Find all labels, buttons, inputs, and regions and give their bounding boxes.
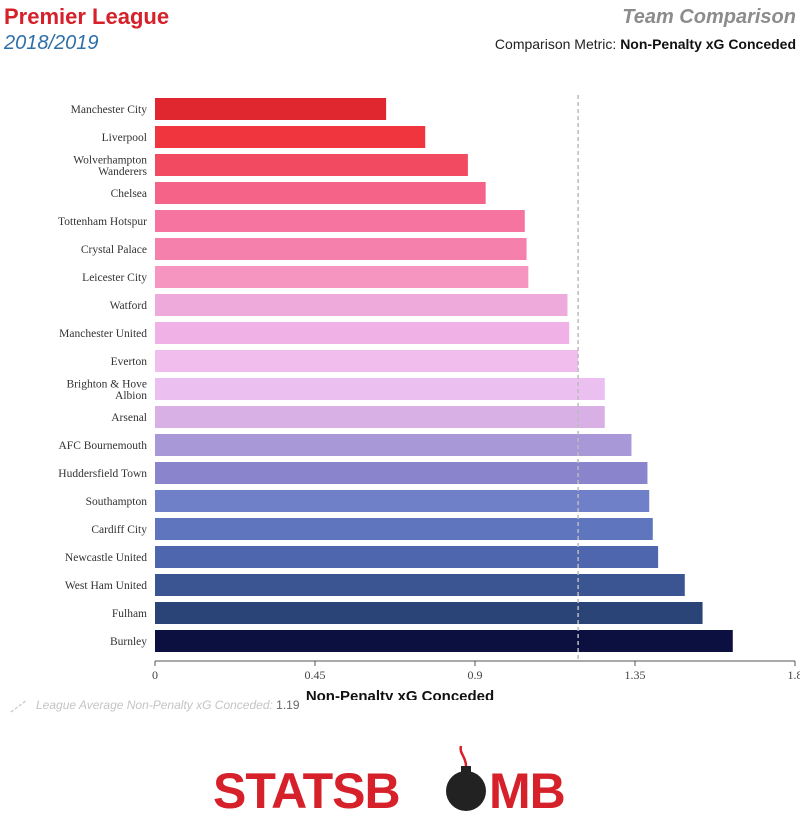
bar-17 xyxy=(155,574,685,596)
team-label: Burnley xyxy=(110,636,147,648)
league-average-value: 1.19 xyxy=(276,698,300,712)
team-label: Everton xyxy=(111,356,148,368)
bar-12 xyxy=(155,434,632,456)
bar-6 xyxy=(155,266,529,288)
bars-group xyxy=(155,98,733,652)
team-label: Manchester City xyxy=(71,104,148,116)
bar-16 xyxy=(155,546,659,568)
bar-9 xyxy=(155,350,579,372)
team-label-line: Chelsea xyxy=(111,188,147,200)
bar-11 xyxy=(155,406,605,428)
bar-4 xyxy=(155,210,525,232)
team-label: Leicester City xyxy=(82,272,147,284)
bar-1 xyxy=(155,126,426,148)
team-label: Wolverhampton Wanderers xyxy=(73,154,147,178)
team-label-line: Cardiff City xyxy=(91,524,147,536)
team-label-line: Fulham xyxy=(112,608,147,620)
team-label-line: Brighton & Hove xyxy=(67,378,148,390)
bar-18 xyxy=(155,602,703,624)
team-label-line: Leicester City xyxy=(82,272,147,284)
team-label-line: Albion xyxy=(115,390,147,402)
bar-19 xyxy=(155,630,733,652)
team-label: Manchester United xyxy=(59,328,147,340)
bar-3 xyxy=(155,182,486,204)
x-tick-label: 1.35 xyxy=(625,668,646,682)
team-label-line: Manchester United xyxy=(59,328,147,340)
team-label: Arsenal xyxy=(111,412,147,424)
team-label-line: Watford xyxy=(110,300,148,312)
league-average-note: League Average Non-Penalty xG Conceded: … xyxy=(10,698,300,713)
bar-5 xyxy=(155,238,527,260)
metric-prefix: Comparison Metric: xyxy=(494,36,617,52)
bar-chart: Manchester City Liverpool Wolverhampton Wan… xyxy=(58,95,800,700)
team-label-line: Tottenham Hotspur xyxy=(58,216,147,228)
team-label: Chelsea xyxy=(111,188,147,200)
x-tick-label: 1.8 xyxy=(788,668,800,682)
team-label: Fulham xyxy=(112,608,147,620)
team-label-line: AFC Bournemouth xyxy=(59,440,148,452)
bomb-icon xyxy=(446,745,486,811)
league-average-label: League Average Non-Penalty xG Conceded: xyxy=(36,698,273,712)
team-label: Crystal Palace xyxy=(81,244,147,256)
team-label: West Ham United xyxy=(65,580,147,592)
team-label: Huddersfield Town xyxy=(58,468,147,480)
team-label-line: Everton xyxy=(111,356,148,368)
bar-8 xyxy=(155,322,570,344)
logo-text-right: MB xyxy=(489,763,565,818)
x-tick-label: 0 xyxy=(152,668,158,682)
team-label-line: Arsenal xyxy=(111,412,147,424)
team-label-line: Huddersfield Town xyxy=(58,468,147,480)
team-label-line: Wolverhampton xyxy=(73,154,147,166)
team-label-line: Southampton xyxy=(86,496,148,508)
team-label: Brighton & Hove Albion xyxy=(67,378,148,402)
team-label-line: Crystal Palace xyxy=(81,244,147,256)
x-tick-label: 0.9 xyxy=(468,668,483,682)
team-label: Newcastle United xyxy=(65,552,147,564)
team-labels-group: Manchester City Liverpool Wolverhampton Wan… xyxy=(58,104,147,648)
bar-2 xyxy=(155,154,468,176)
bar-13 xyxy=(155,462,648,484)
team-label-line: Newcastle United xyxy=(65,552,147,564)
dashed-line-icon xyxy=(10,699,28,713)
season-label: 2018/2019 xyxy=(4,32,99,54)
panel-title: Team Comparison xyxy=(622,6,796,28)
team-label-line: Wanderers xyxy=(98,166,147,178)
team-label: Southampton xyxy=(86,496,148,508)
bar-15 xyxy=(155,518,653,540)
bar-7 xyxy=(155,294,568,316)
team-label: AFC Bournemouth xyxy=(59,440,148,452)
logo-text-left: STATSB xyxy=(213,763,400,818)
bar-14 xyxy=(155,490,650,512)
bar-10 xyxy=(155,378,605,400)
league-title: Premier League xyxy=(4,4,170,29)
x-axis-title: Non-Penalty xG Conceded xyxy=(306,688,494,700)
team-label: Tottenham Hotspur xyxy=(58,216,147,228)
team-label: Watford xyxy=(110,300,148,312)
x-axis: 0 0.45 0.9 1.35 1.8 xyxy=(152,660,800,682)
team-label-line: Burnley xyxy=(110,636,147,648)
metric-name: Non-Penalty xG Conceded xyxy=(620,36,796,52)
comparison-metric: Comparison Metric: Non-Penalty xG Conced… xyxy=(495,36,796,52)
team-label-line: Manchester City xyxy=(71,104,148,116)
team-label: Cardiff City xyxy=(91,524,147,536)
team-label-line: Liverpool xyxy=(102,132,147,144)
x-tick-label: 0.45 xyxy=(305,668,326,682)
team-label-line: West Ham United xyxy=(65,580,147,592)
statsbomb-logo: STATSB MB xyxy=(213,745,566,818)
bar-0 xyxy=(155,98,387,120)
team-label: Liverpool xyxy=(102,132,147,144)
